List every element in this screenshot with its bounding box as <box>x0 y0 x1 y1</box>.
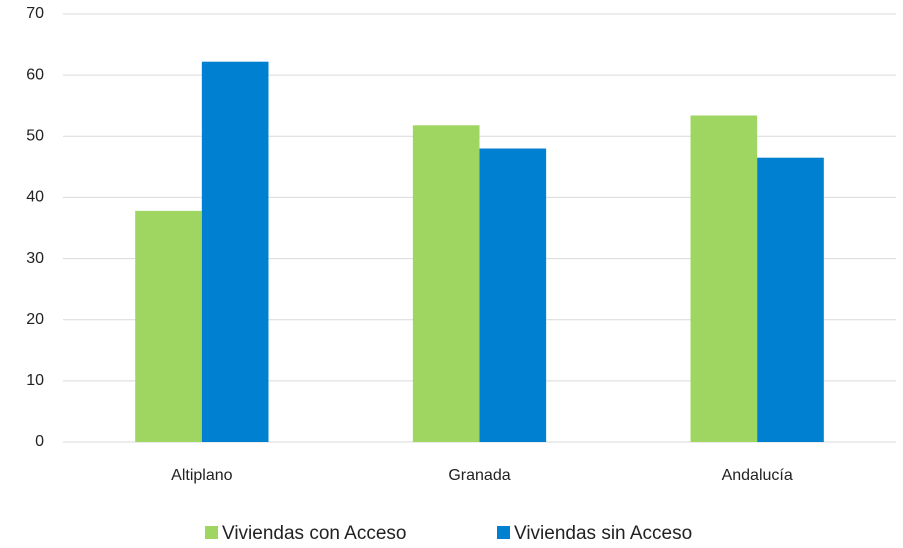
bar <box>757 157 824 442</box>
x-tick-label: Andalucía <box>722 467 793 484</box>
y-tick-label: 30 <box>26 250 44 267</box>
y-tick-label: 0 <box>35 433 44 450</box>
x-tick-label: Altiplano <box>171 467 232 484</box>
legend-swatch <box>497 526 510 539</box>
legend-label: Viviendas sin Acceso <box>514 523 692 544</box>
y-tick-label: 60 <box>26 66 44 83</box>
x-tick-label: Granada <box>448 467 510 484</box>
legend-label: Viviendas con Acceso <box>222 523 407 544</box>
bar <box>412 125 480 442</box>
y-tick-label: 70 <box>26 5 44 22</box>
bar <box>201 61 269 442</box>
y-tick-label: 50 <box>26 128 44 145</box>
bar <box>479 148 547 442</box>
y-tick-label: 20 <box>26 311 44 328</box>
bar <box>135 210 202 442</box>
legend-swatch <box>205 526 218 539</box>
y-tick-label: 10 <box>26 372 44 389</box>
bar <box>690 115 758 443</box>
y-tick-label: 40 <box>26 189 44 206</box>
